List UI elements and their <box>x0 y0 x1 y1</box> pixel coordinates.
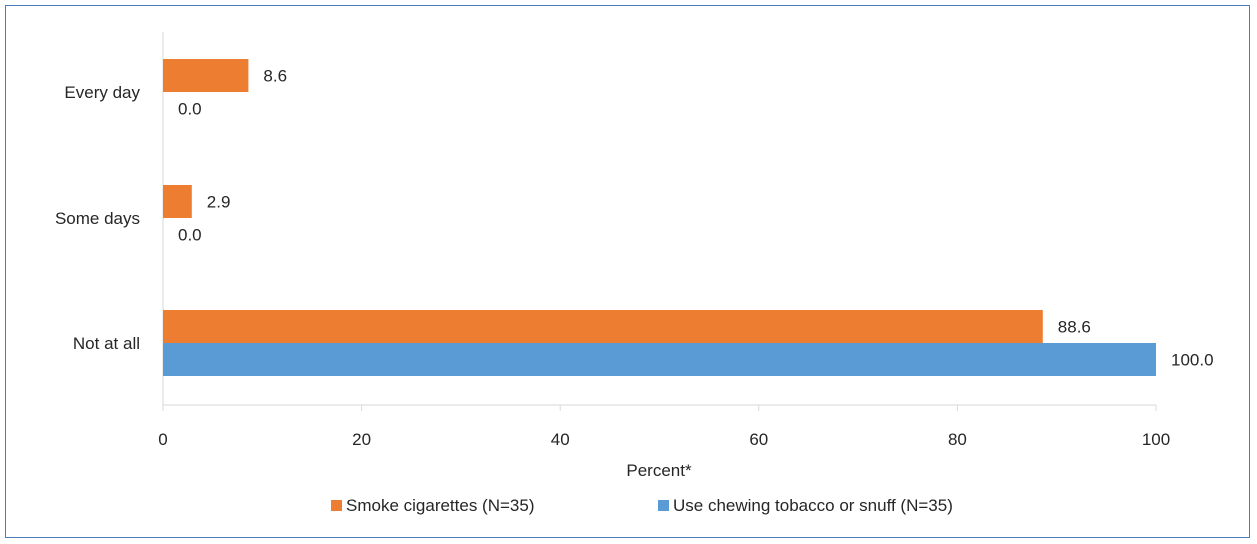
data-label: 88.6 <box>1058 318 1091 337</box>
legend-label-cigarettes: Smoke cigarettes (N=35) <box>346 496 535 515</box>
bar-chewing-tobacco <box>163 343 1156 376</box>
y-category-label: Every day <box>64 83 140 102</box>
legend-swatch-cigarettes <box>331 500 342 511</box>
data-label: 0.0 <box>178 100 202 119</box>
x-tick-label: 40 <box>551 430 570 449</box>
x-tick-label: 60 <box>749 430 768 449</box>
data-label: 2.9 <box>207 193 231 212</box>
data-label: 8.6 <box>263 67 287 86</box>
bar-cigarettes <box>163 59 249 92</box>
data-label: 100.0 <box>1171 351 1214 370</box>
y-category-label: Some days <box>55 209 140 228</box>
bar-cigarettes <box>163 185 192 218</box>
x-axis-title: Percent* <box>626 461 692 480</box>
data-label: 0.0 <box>178 226 202 245</box>
x-tick-label: 80 <box>948 430 967 449</box>
x-tick-label: 0 <box>158 430 167 449</box>
x-tick-label: 20 <box>352 430 371 449</box>
chart-frame <box>5 5 1250 538</box>
legend-label-chewing-tobacco: Use chewing tobacco or snuff (N=35) <box>673 496 953 515</box>
legend-swatch-chewing-tobacco <box>658 500 669 511</box>
bar-cigarettes <box>163 310 1043 343</box>
x-tick-label: 100 <box>1142 430 1170 449</box>
y-category-label: Not at all <box>73 334 140 353</box>
